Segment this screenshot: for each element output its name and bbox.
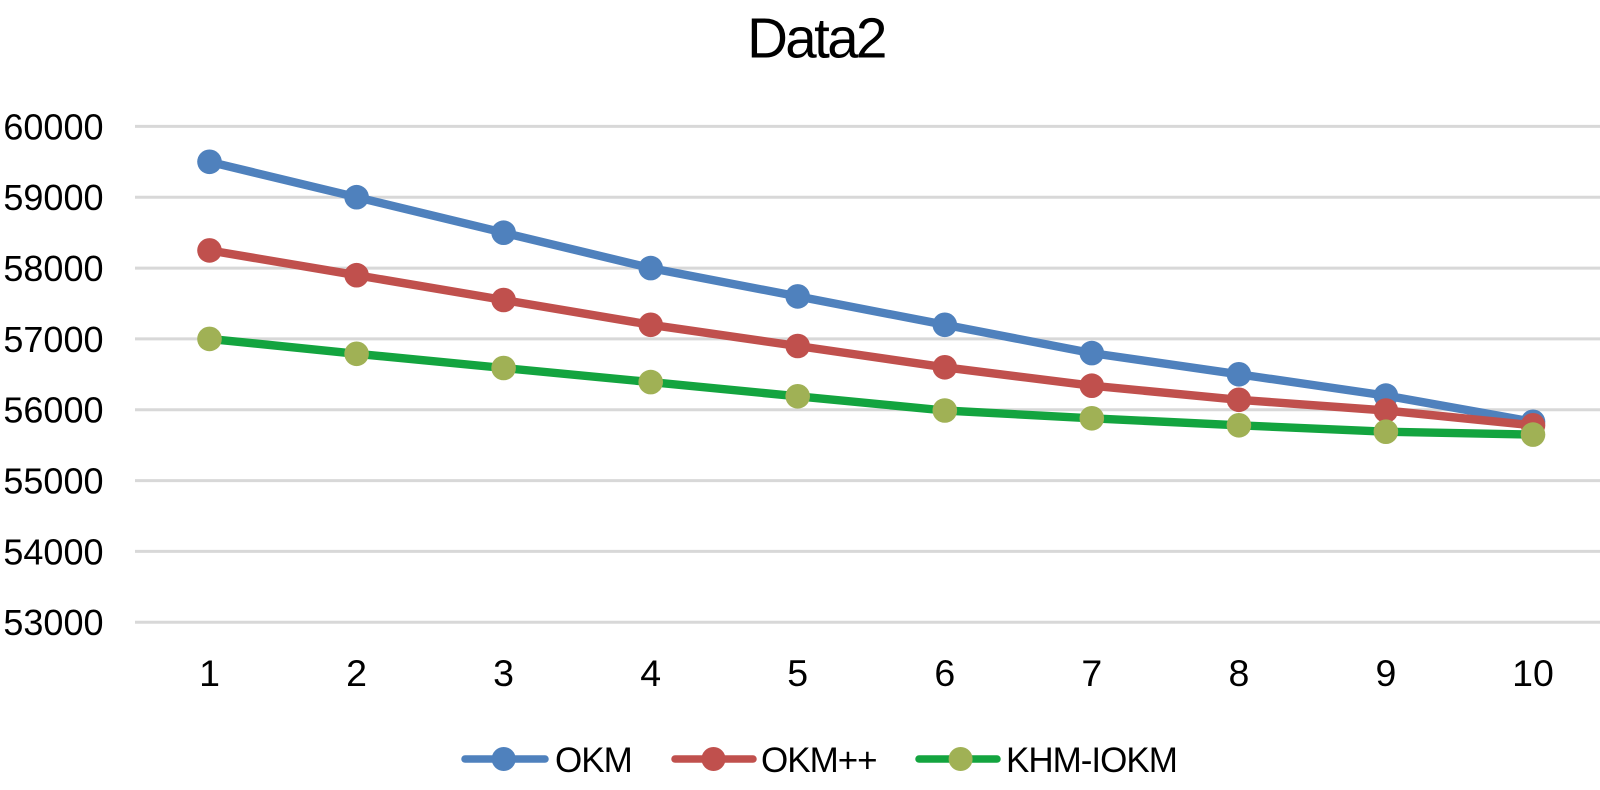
svg-text:59000: 59000 <box>3 177 103 218</box>
svg-text:7: 7 <box>1081 652 1102 694</box>
svg-text:5: 5 <box>787 652 808 694</box>
svg-text:60000: 60000 <box>3 106 103 147</box>
svg-text:56000: 56000 <box>3 390 103 431</box>
svg-text:Data2: Data2 <box>747 7 885 70</box>
svg-text:6: 6 <box>934 652 955 694</box>
svg-text:KHM-IOKM: KHM-IOKM <box>1006 741 1177 780</box>
svg-text:2: 2 <box>346 652 367 694</box>
svg-text:55000: 55000 <box>3 461 103 502</box>
svg-text:1: 1 <box>199 652 220 694</box>
svg-text:58000: 58000 <box>3 248 103 289</box>
svg-text:8: 8 <box>1228 652 1249 694</box>
svg-text:53000: 53000 <box>3 602 103 643</box>
svg-text:9: 9 <box>1375 652 1396 694</box>
svg-text:3: 3 <box>493 652 514 694</box>
svg-text:54000: 54000 <box>3 531 103 572</box>
svg-text:57000: 57000 <box>3 319 103 360</box>
svg-text:OKM: OKM <box>555 741 632 780</box>
svg-text:10: 10 <box>1512 652 1554 694</box>
svg-text:4: 4 <box>640 652 661 694</box>
svg-text:OKM++: OKM++ <box>761 741 877 780</box>
